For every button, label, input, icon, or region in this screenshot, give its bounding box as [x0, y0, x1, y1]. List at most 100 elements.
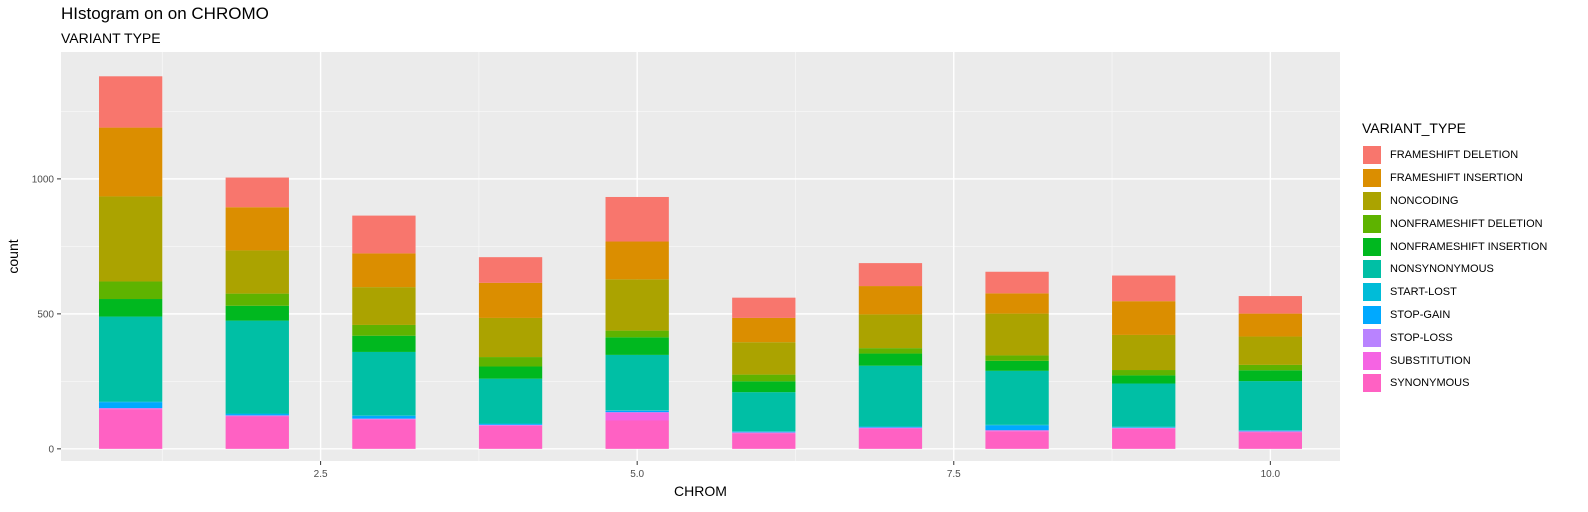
legend-key-swatch	[1362, 213, 1382, 234]
bar-segment-frameshift-insertion	[352, 253, 416, 288]
bar-segment-substitution	[1238, 431, 1303, 433]
bar-segment-synonymous	[98, 409, 163, 449]
bar-segment-frameshift-insertion	[985, 293, 1049, 314]
bar-segment-stop-gain	[98, 402, 163, 409]
x-axis-title: CHROM	[674, 483, 727, 499]
bar-segment-nonframeshift-insertion	[605, 337, 669, 355]
bar-segment-noncoding	[225, 250, 289, 294]
legend-item: SUBSTITUTION	[1362, 349, 1547, 372]
bar-segment-noncoding	[858, 314, 923, 349]
y-axis-title: count	[5, 239, 21, 273]
bar-segment-nonframeshift-insertion	[352, 335, 416, 352]
legend-item: NONCODING	[1362, 190, 1547, 213]
bar-segment-nonsynonymous	[98, 316, 163, 402]
bar-segment-synonymous	[605, 420, 669, 449]
legend-title: VARIANT_TYPE	[1362, 120, 1466, 136]
bar-segment-nonframeshift-deletion	[352, 324, 416, 336]
legend-key-swatch	[1362, 304, 1382, 325]
bar-segment-start-lost	[858, 426, 923, 427]
bar-segment-frameshift-insertion	[98, 127, 163, 197]
bar-segment-nonframeshift-insertion	[858, 353, 923, 366]
bar-segment-nonsynonymous	[1112, 383, 1176, 427]
bar-segment-frameshift-deletion	[98, 76, 163, 128]
legend-item: NONFRAMESHIFT DELETION	[1362, 212, 1547, 235]
x-tick-label: 7.5	[947, 469, 961, 480]
legend-key-swatch	[1362, 373, 1382, 394]
bar-segment-stop-gain	[732, 431, 796, 433]
bar-segment-start-lost	[605, 410, 669, 411]
legend-key-swatch	[1362, 236, 1382, 257]
bar-segment-synonymous	[1238, 432, 1303, 449]
legend-item: NONSYNONYMOUS	[1362, 258, 1547, 281]
bar-segment-frameshift-insertion	[1112, 301, 1176, 335]
legend-item: STOP-LOSS	[1362, 326, 1547, 349]
bar-segment-start-lost	[225, 413, 289, 415]
bar-segment-nonframeshift-insertion	[478, 366, 543, 379]
bar-segment-frameshift-deletion	[1112, 275, 1176, 302]
bar-segment-start-lost	[98, 401, 163, 403]
bar-segment-nonframeshift-insertion	[1112, 375, 1176, 384]
legend-items: FRAMESHIFT DELETION FRAMESHIFT INSERTION N…	[1362, 144, 1547, 395]
bar-segment-synonymous	[1112, 428, 1176, 449]
bar-segment-synonymous	[732, 433, 796, 449]
bar-segment-stop-gain	[1112, 427, 1176, 428]
bar-segment-nonframeshift-insertion	[225, 305, 289, 321]
legend-label: STOP-LOSS	[1390, 331, 1453, 344]
legend-key-swatch	[1362, 145, 1382, 166]
bar-segment-frameshift-deletion	[732, 297, 796, 318]
bar-segment-stop-gain	[1238, 430, 1303, 432]
bar-segment-nonsynonymous	[605, 354, 669, 411]
bar-segment-substitution	[605, 412, 669, 421]
bar-segment-nonsynonymous	[732, 392, 796, 432]
y-tick-label: 0	[48, 444, 54, 455]
bar-segment-noncoding	[98, 196, 163, 282]
bar-segment-nonsynonymous	[225, 320, 289, 414]
bar-segment-nonsynonymous	[985, 370, 1049, 425]
bar-segment-nonsynonymous	[1238, 381, 1303, 431]
bar-segment-synonymous	[225, 416, 289, 449]
bar-segment-start-lost	[732, 431, 796, 432]
bar-segment-start-lost	[1238, 430, 1303, 431]
bar-segment-nonframeshift-deletion	[478, 357, 543, 367]
bar-segment-nonframeshift-deletion	[605, 330, 669, 338]
legend-item: STOP-GAIN	[1362, 304, 1547, 327]
bar-segment-nonframeshift-insertion	[985, 360, 1049, 371]
bar-segment-start-lost	[1112, 426, 1176, 428]
bar-segment-substitution	[98, 408, 163, 410]
bar-segment-frameshift-insertion	[478, 282, 543, 318]
bar-segment-nonframeshift-deletion	[858, 348, 923, 354]
chart-subtitle: VARIANT TYPE	[61, 30, 161, 46]
bar-segment-nonframeshift-deletion	[225, 293, 289, 306]
bar-segment-frameshift-deletion	[985, 271, 1049, 294]
legend-label: FRAMESHIFT DELETION	[1390, 149, 1519, 162]
bar-segment-nonframeshift-deletion	[985, 355, 1049, 361]
legend-label: FRAMESHIFT INSERTION	[1390, 172, 1523, 185]
bar-segment-frameshift-insertion	[732, 317, 796, 343]
bar-segment-stop-gain	[225, 414, 289, 416]
bar-segment-noncoding	[605, 279, 669, 331]
bar-segment-frameshift-deletion	[605, 196, 669, 242]
bar-segment-stop-gain	[605, 410, 669, 413]
bar-segment-substitution	[225, 415, 289, 417]
legend-label: STOP-GAIN	[1390, 308, 1451, 321]
bar-segment-nonsynonymous	[858, 365, 923, 427]
bar-segment-start-lost	[478, 423, 543, 425]
legend-key-swatch	[1362, 282, 1382, 303]
bar-segment-stop-gain	[352, 415, 416, 419]
legend-label: NONFRAMESHIFT DELETION	[1390, 217, 1543, 230]
x-tick-label: 5.0	[630, 469, 644, 480]
legend-label: NONFRAMESHIFT INSERTION	[1390, 240, 1548, 253]
bar-segment-frameshift-deletion	[478, 257, 543, 283]
x-tick-label: 2.5	[314, 469, 328, 480]
bar-segment-synonymous	[985, 431, 1049, 449]
legend-label: SYNONYMOUS	[1390, 377, 1470, 390]
bar-segment-nonframeshift-deletion	[98, 281, 163, 300]
bar-segment-frameshift-insertion	[605, 241, 669, 280]
legend-item: FRAMESHIFT INSERTION	[1362, 167, 1547, 190]
bar-segment-synonymous	[352, 419, 416, 449]
bar-segment-nonframeshift-insertion	[1238, 370, 1303, 382]
bar-segment-substitution	[732, 432, 796, 434]
bar-segment-substitution	[985, 430, 1049, 432]
legend-key-swatch	[1362, 259, 1382, 280]
